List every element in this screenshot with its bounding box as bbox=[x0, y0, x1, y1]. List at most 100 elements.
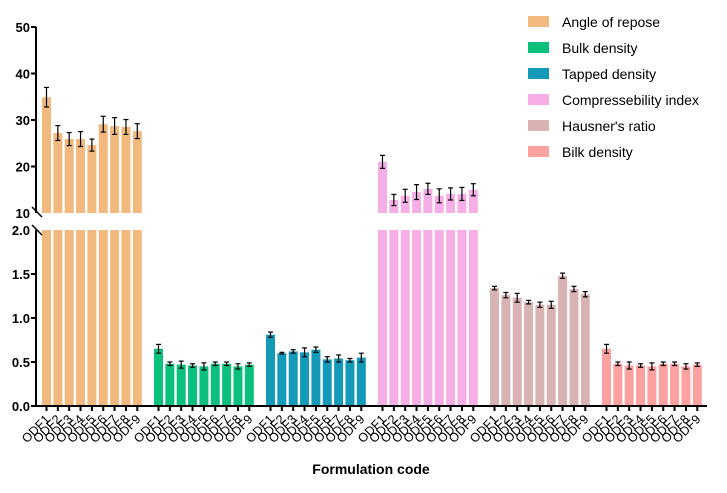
bars-layer bbox=[42, 97, 702, 406]
bar bbox=[389, 230, 399, 406]
legend-label: Angle of repose bbox=[562, 14, 660, 30]
y-tick-label: 2.0 bbox=[12, 223, 30, 238]
bar bbox=[681, 366, 691, 406]
bar bbox=[412, 230, 422, 406]
axis-break-mark bbox=[31, 224, 43, 236]
bar-upper bbox=[400, 195, 410, 213]
bar bbox=[64, 230, 74, 406]
bar bbox=[512, 297, 522, 406]
bar bbox=[42, 230, 51, 406]
bar bbox=[322, 359, 332, 406]
bar bbox=[233, 366, 243, 406]
bar-upper bbox=[42, 97, 51, 213]
bar bbox=[558, 275, 568, 406]
legend-label: Compressebility index bbox=[562, 92, 699, 108]
bar-upper bbox=[121, 126, 131, 213]
bar bbox=[188, 365, 198, 406]
bar bbox=[176, 364, 186, 406]
error-bars-layer bbox=[44, 86, 700, 371]
bar bbox=[311, 349, 321, 406]
bar bbox=[535, 304, 545, 406]
y-tick-label: 1.5 bbox=[12, 267, 30, 282]
bar-upper bbox=[434, 195, 444, 213]
bar bbox=[87, 230, 97, 406]
bar bbox=[400, 230, 410, 406]
bar bbox=[613, 363, 623, 406]
bar-upper bbox=[53, 133, 63, 213]
bar bbox=[165, 363, 175, 406]
bar-upper bbox=[412, 192, 422, 213]
bar bbox=[580, 294, 590, 406]
bar-upper bbox=[98, 124, 108, 213]
bar bbox=[624, 365, 634, 406]
bar bbox=[244, 364, 254, 406]
y-tick-label: 1.0 bbox=[12, 311, 30, 326]
bar bbox=[670, 363, 680, 406]
bar bbox=[121, 230, 131, 406]
y-tick-label: 20 bbox=[16, 160, 30, 175]
bar bbox=[334, 358, 344, 406]
bar bbox=[546, 304, 556, 406]
bar-upper bbox=[389, 199, 399, 213]
bar bbox=[356, 357, 366, 406]
bar bbox=[490, 288, 499, 406]
legend-swatch bbox=[528, 146, 549, 157]
bar bbox=[692, 364, 702, 406]
bar bbox=[53, 230, 63, 406]
bar-upper bbox=[468, 189, 478, 213]
bar bbox=[658, 363, 668, 406]
bar bbox=[569, 288, 579, 406]
bar bbox=[636, 365, 646, 406]
bar bbox=[154, 348, 163, 406]
bar-upper bbox=[76, 139, 86, 213]
bar bbox=[345, 360, 355, 406]
bar bbox=[647, 366, 657, 406]
bar-upper bbox=[110, 126, 120, 213]
bar-upper bbox=[64, 139, 74, 213]
bar bbox=[446, 230, 456, 406]
axes-layer: 10 20 30 40 50 0.0 0.5 1.0 1.5 2.0 bbox=[12, 20, 707, 414]
legend-label: Bulk density bbox=[562, 40, 637, 56]
bar bbox=[132, 230, 142, 406]
x-tick-labels: ODF1ODF2ODF3ODF4ODF5ODF6ODF7ODF8ODF9ODF1… bbox=[19, 412, 703, 446]
y-tick-label: 10 bbox=[16, 206, 30, 221]
bar bbox=[266, 334, 275, 406]
bar bbox=[457, 230, 467, 406]
bar bbox=[98, 230, 108, 406]
legend-swatch bbox=[528, 16, 549, 27]
y-tick-label: 0.0 bbox=[12, 399, 30, 414]
bar bbox=[501, 295, 511, 406]
y-tick-label: 30 bbox=[16, 113, 30, 128]
bar bbox=[277, 353, 287, 406]
y-tick-label: 0.5 bbox=[12, 355, 30, 370]
bar bbox=[468, 230, 478, 406]
bar bbox=[110, 230, 120, 406]
bar-upper bbox=[378, 161, 387, 213]
bar bbox=[300, 352, 310, 406]
legend-swatch bbox=[528, 120, 549, 131]
legend: Angle of repose Bulk density Tapped densit… bbox=[528, 14, 699, 160]
y-tick-label: 50 bbox=[16, 20, 30, 35]
bar-upper bbox=[423, 188, 433, 213]
legend-swatch bbox=[528, 42, 549, 53]
legend-label: Tapped density bbox=[562, 66, 656, 82]
bar bbox=[210, 363, 220, 406]
x-axis-title: Formulation code bbox=[312, 461, 430, 477]
axis-break-mark bbox=[31, 206, 43, 218]
bar bbox=[76, 230, 86, 406]
bar bbox=[222, 363, 232, 406]
legend-swatch bbox=[528, 94, 549, 105]
legend-label: Hausner's ratio bbox=[562, 118, 656, 134]
bar-upper bbox=[132, 131, 142, 213]
bar bbox=[602, 348, 611, 406]
bar-upper bbox=[446, 193, 456, 213]
y-tick-label: 40 bbox=[16, 67, 30, 82]
bar bbox=[434, 230, 444, 406]
bar bbox=[524, 302, 534, 406]
bar-upper bbox=[87, 145, 97, 213]
bar bbox=[199, 366, 209, 406]
bar bbox=[378, 230, 387, 406]
legend-label: Bilk density bbox=[562, 144, 633, 160]
bar bbox=[288, 351, 298, 406]
